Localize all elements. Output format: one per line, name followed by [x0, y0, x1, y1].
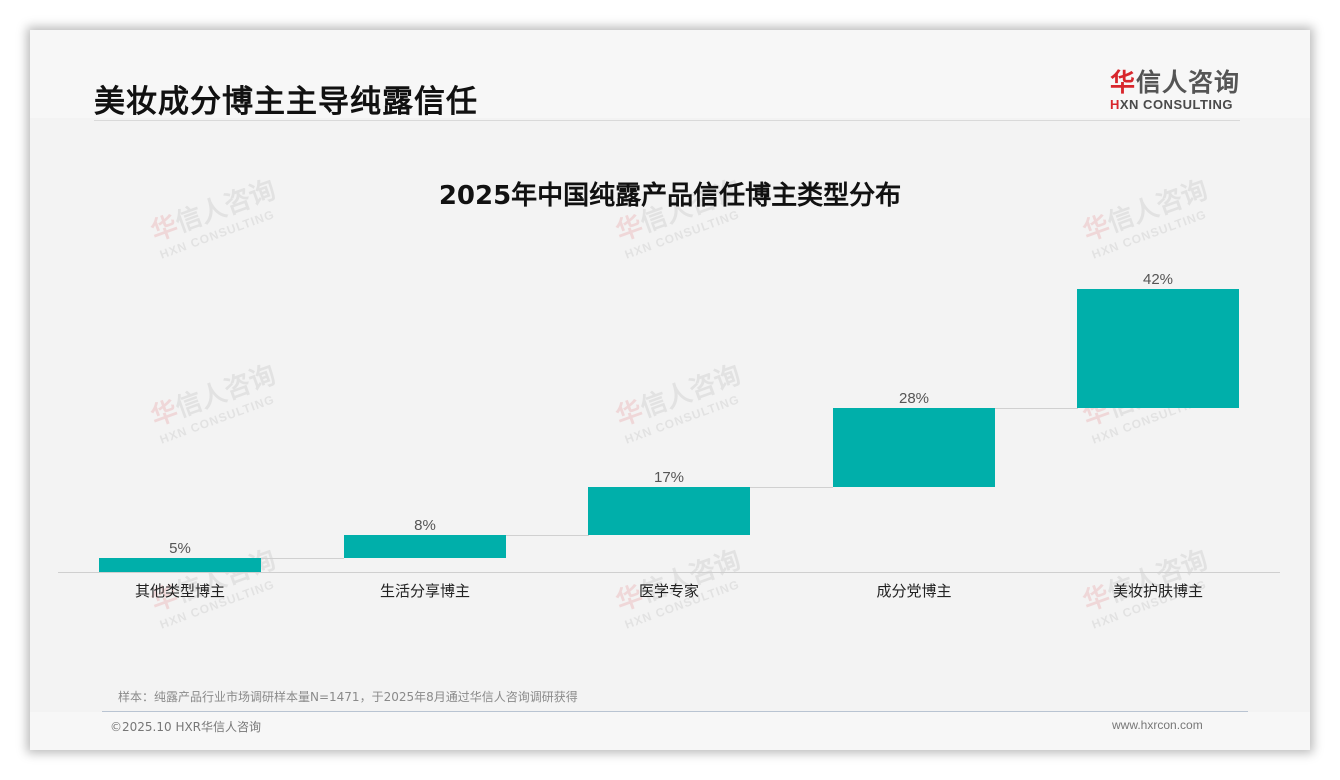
bar-value-label: 8%: [414, 517, 436, 534]
bar-2: [344, 535, 506, 558]
footer-divider: [102, 711, 1248, 712]
page-title: 美妆成分博主主导纯露信任: [94, 84, 478, 120]
connector-line: [750, 487, 833, 488]
logo-en: HXN CONSULTING: [1110, 97, 1234, 112]
bar-value-label: 5%: [169, 540, 191, 557]
category-label: 医学专家: [638, 582, 699, 600]
connector-line: [506, 535, 589, 536]
sample-note: 样本：纯露产品行业市场调研样本量N=1471，于2025年8月通过华信人咨询调研…: [118, 690, 578, 704]
bar-1: [99, 558, 261, 572]
website-url: www.hxrcon.com: [1112, 718, 1203, 732]
chart-title: 2025年中国纯露产品信任博主类型分布: [438, 181, 902, 211]
company-logo: 华信人咨询 HXN CONSULTING: [1110, 63, 1240, 112]
bar-value-label: 17%: [653, 469, 685, 486]
bar-3: [588, 487, 750, 535]
connector-line: [261, 558, 344, 559]
footer-band: [30, 712, 1310, 750]
category-label: 美妆护肤博主: [1112, 582, 1203, 600]
copyright-text: ©2025.10 HXR华信人咨询: [110, 720, 262, 734]
bar-5: [1077, 289, 1239, 408]
category-label: 其他类型博主: [134, 582, 225, 600]
bar-value-label: 28%: [898, 390, 930, 407]
header-band: [30, 30, 1310, 118]
header-divider: [94, 120, 1240, 121]
bar-4: [833, 408, 995, 487]
connector-line: [995, 408, 1078, 409]
slide: 美妆成分博主主导纯露信任 华信人咨询 HXN CONSULTING 华信人咨询 H…: [30, 30, 1310, 750]
x-axis-line: [58, 572, 1280, 573]
bar-value-label: 42%: [1142, 271, 1174, 288]
category-label: 生活分享博主: [379, 582, 470, 600]
logo-cn: 华信人咨询: [1110, 68, 1241, 97]
category-label: 成分党博主: [876, 582, 952, 600]
